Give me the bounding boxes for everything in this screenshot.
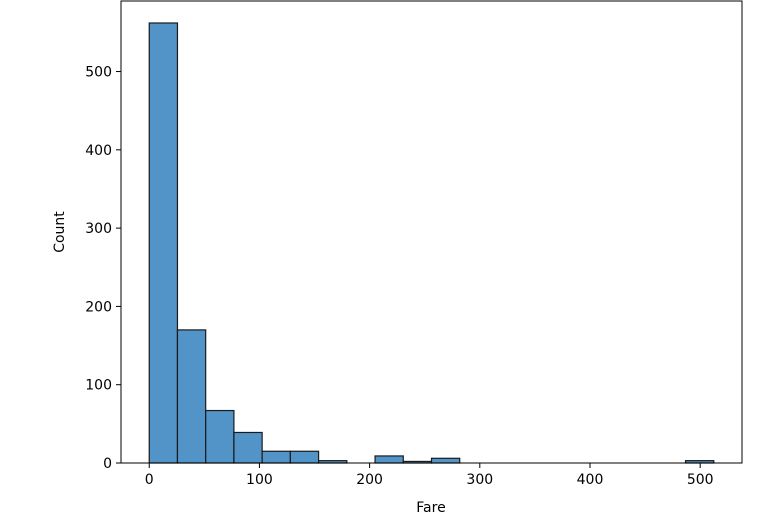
bar xyxy=(289,450,320,464)
y-tick-label: 100 xyxy=(85,378,112,394)
y-axis-label: Count xyxy=(52,211,68,253)
plot-frame xyxy=(120,0,743,464)
y-tick-label: 400 xyxy=(85,143,112,159)
bar xyxy=(261,450,291,464)
y-tick-label: 500 xyxy=(85,65,112,81)
bar xyxy=(233,431,263,464)
bar xyxy=(148,22,179,464)
y-tick-label: 200 xyxy=(85,299,112,315)
x-axis-label: Fare xyxy=(416,500,445,516)
bar xyxy=(374,455,404,464)
x-tick-label: 300 xyxy=(466,472,493,488)
x-tick-label: 400 xyxy=(577,472,604,488)
bar xyxy=(430,457,461,464)
bar xyxy=(205,409,235,464)
y-tick-label: 0 xyxy=(103,456,112,472)
x-tick-label: 200 xyxy=(356,472,383,488)
y-tick-label: 300 xyxy=(85,221,112,237)
x-tick-label: 0 xyxy=(145,472,154,488)
x-tick-label: 500 xyxy=(687,472,714,488)
bar xyxy=(176,329,207,464)
x-tick-label: 100 xyxy=(246,472,273,488)
